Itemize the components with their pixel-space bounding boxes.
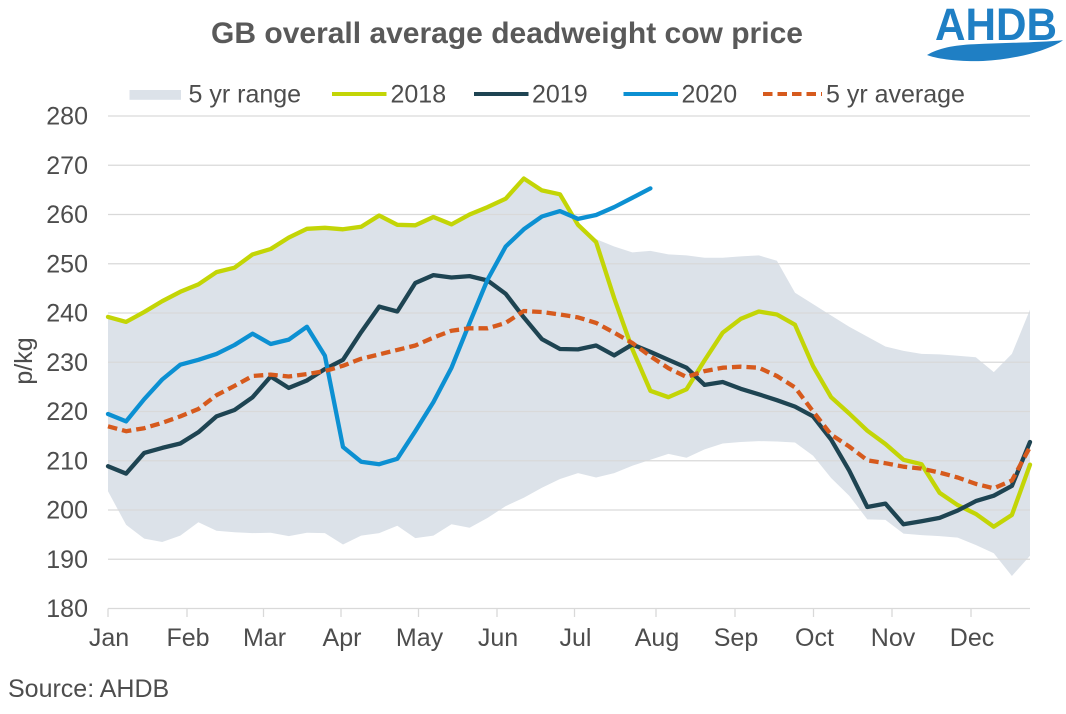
svg-text:2018: 2018 [391,81,447,109]
svg-text:Jun: Jun [478,624,518,652]
svg-text:Dec: Dec [950,624,994,652]
svg-text:Sep: Sep [714,624,758,652]
svg-text:Apr: Apr [323,624,362,652]
svg-text:Jan: Jan [89,624,129,652]
svg-text:Mar: Mar [243,624,286,652]
svg-text:GB overall average deadweight: GB overall average deadweight cow price [211,17,803,50]
svg-text:Feb: Feb [166,624,209,652]
svg-text:2020: 2020 [682,81,738,109]
svg-text:May: May [396,624,444,652]
svg-text:Jul: Jul [560,624,592,652]
svg-text:190: 190 [46,546,88,574]
svg-text:AHDB: AHDB [935,0,1057,50]
svg-text:180: 180 [46,595,88,623]
svg-text:260: 260 [46,201,88,229]
svg-text:220: 220 [46,398,88,426]
svg-text:Nov: Nov [871,624,916,652]
svg-text:270: 270 [46,152,88,180]
svg-text:230: 230 [46,349,88,377]
svg-text:5 yr range: 5 yr range [189,81,302,109]
svg-text:2019: 2019 [532,81,588,109]
svg-text:200: 200 [46,497,88,525]
svg-text:Oct: Oct [795,624,834,652]
svg-text:Aug: Aug [635,624,679,652]
svg-text:Source: AHDB: Source: AHDB [8,675,169,703]
svg-text:280: 280 [46,103,88,131]
svg-text:5 yr average: 5 yr average [826,81,965,109]
svg-text:210: 210 [46,447,88,475]
svg-text:250: 250 [46,250,88,278]
svg-text:240: 240 [46,300,88,328]
svg-text:p/kg: p/kg [10,337,38,384]
